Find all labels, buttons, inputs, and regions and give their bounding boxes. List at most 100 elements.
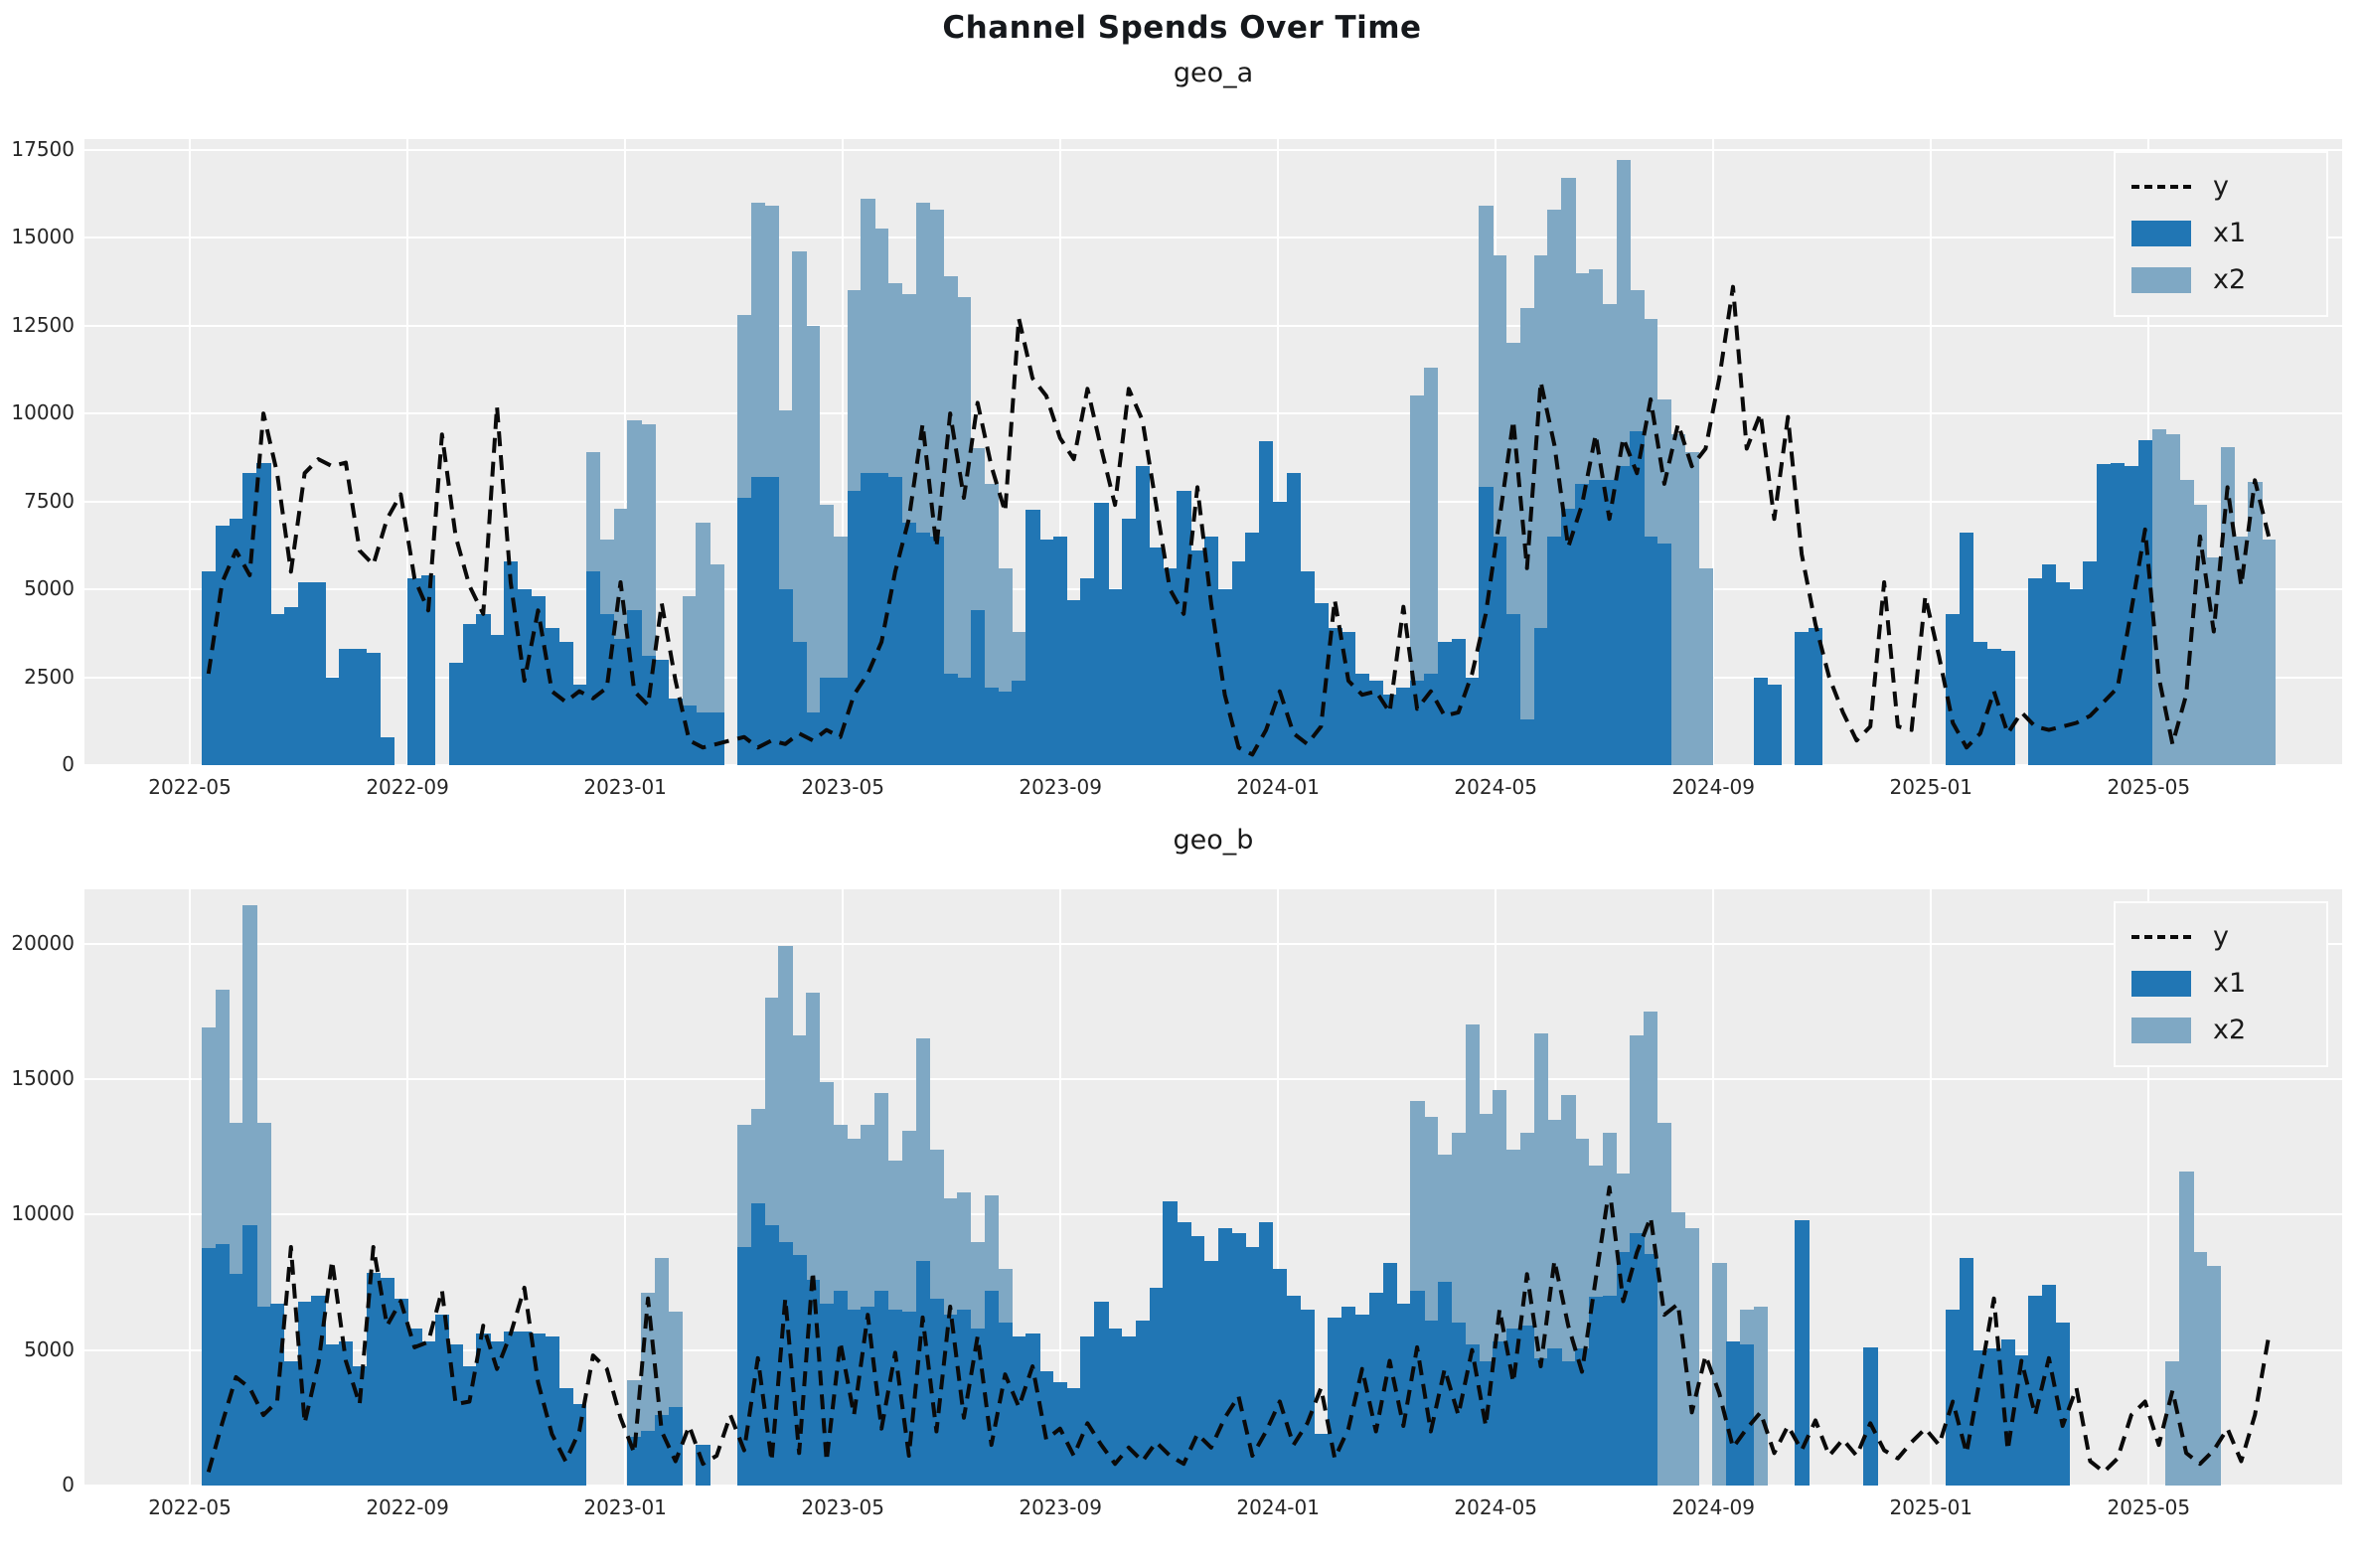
bar-x2 <box>943 276 958 765</box>
bar-x1 <box>1644 1253 1658 1486</box>
bar-x1 <box>407 1328 422 1486</box>
bar-x1 <box>1039 1371 1054 1486</box>
bar-x1 <box>1986 1348 2002 1486</box>
bar-x2 <box>2179 1171 2194 1486</box>
bar-x1 <box>256 1307 271 1486</box>
bar-x2 <box>1519 307 1535 765</box>
bar-x1 <box>2124 466 2139 765</box>
x-tick-label: 2023-09 <box>1019 1495 1102 1519</box>
legend-label-x2: x2 <box>2213 1015 2247 1045</box>
y-tick-label: 5000 <box>24 1336 75 1361</box>
bar-x1 <box>380 1278 394 1486</box>
bar-x2 <box>1698 567 1713 765</box>
color-swatch-x2 <box>2131 1017 2191 1043</box>
gridline-y <box>84 500 2342 503</box>
gridline-y <box>84 236 2342 239</box>
x-tick-label: 2022-05 <box>148 1495 232 1519</box>
bar-x2 <box>2151 429 2166 765</box>
y-series-line <box>206 284 2272 757</box>
gridline-x <box>1930 889 1933 1486</box>
bar-x2 <box>2179 480 2194 765</box>
bar-x1 <box>1547 1348 1562 1486</box>
bar-x1 <box>709 711 724 765</box>
bar-x1 <box>2028 1296 2043 1486</box>
y-series-polyline <box>206 284 2272 757</box>
bar-x1 <box>1341 1307 1356 1486</box>
bar-x1 <box>655 1415 670 1486</box>
bar-x1 <box>1410 1290 1425 1486</box>
bar-x2 <box>2262 540 2277 765</box>
bar-x1 <box>1863 1346 1878 1486</box>
bar-x1 <box>929 536 944 765</box>
bar-x2 <box>1684 452 1699 765</box>
bar-x1 <box>1052 536 1068 765</box>
bar-x1 <box>1479 487 1494 765</box>
bar-x1 <box>1424 1320 1439 1486</box>
bar-x1 <box>970 610 986 765</box>
bar-x1 <box>2097 464 2112 765</box>
gridline-x <box>189 889 192 1486</box>
bar-x1 <box>1616 1252 1631 1486</box>
legend-item-y: y <box>2131 913 2312 960</box>
bar-x1 <box>1121 519 1137 765</box>
bar-x1 <box>1328 627 1342 765</box>
bar-x1 <box>1354 1315 1370 1486</box>
x-tick-label: 2022-09 <box>366 775 449 799</box>
bar-x1 <box>366 652 382 765</box>
bar-x1 <box>1410 681 1425 765</box>
dashed-line-icon <box>2131 934 2191 939</box>
plot-area-geo-a: y x1 x2 <box>84 139 2342 766</box>
bar-x1 <box>558 1387 573 1486</box>
y-tick-label: 5000 <box>24 576 75 601</box>
gridline-x <box>624 889 627 1486</box>
gridline-x <box>1712 889 1715 1486</box>
bar-x1 <box>1300 1309 1315 1486</box>
bar-x1 <box>778 589 793 765</box>
bar-x1 <box>256 462 271 765</box>
bar-x2 <box>2206 1266 2222 1486</box>
bar-x1 <box>887 476 903 765</box>
bar-x2 <box>696 522 710 765</box>
bar-x1 <box>1039 540 1054 765</box>
bar-x1 <box>1960 1257 1974 1486</box>
bar-x1 <box>1368 1293 1384 1486</box>
bar-x1 <box>1739 1344 1755 1486</box>
legend-label-x1: x1 <box>2213 968 2247 999</box>
x-tick-label: 2025-05 <box>2107 1495 2191 1519</box>
bar-x1 <box>833 1290 849 1486</box>
bar-x1 <box>2111 462 2126 765</box>
bar-x1 <box>490 635 505 765</box>
bar-x1 <box>1972 1349 1988 1486</box>
bar-x1 <box>655 659 670 765</box>
bar-x1 <box>1231 560 1246 765</box>
x-tick-label: 2023-01 <box>583 1495 667 1519</box>
bar-x1 <box>242 473 257 765</box>
bar-x1 <box>1602 1296 1618 1486</box>
bar-x1 <box>1149 1287 1164 1486</box>
bar-x1 <box>1217 1227 1233 1486</box>
bar-x1 <box>394 1298 408 1486</box>
bar-x2 <box>2248 482 2263 765</box>
legend-label-y: y <box>2213 921 2229 952</box>
bar-x2 <box>806 325 821 765</box>
bar-x1 <box>750 1203 766 1486</box>
bar-x1 <box>1588 480 1604 765</box>
bar-x1 <box>1753 677 1769 765</box>
bar-x1 <box>325 1344 340 1486</box>
bar-x1 <box>572 684 587 765</box>
bar-x1 <box>1259 441 1274 765</box>
bar-x2 <box>2193 1252 2208 1486</box>
bar-x1 <box>1245 1247 1260 1486</box>
bar-x1 <box>1245 533 1260 765</box>
legend-item-x2: x2 <box>2131 1007 2312 1053</box>
bar-x2 <box>1670 434 1686 765</box>
dashed-line-icon <box>2131 184 2191 189</box>
x-tick-label: 2025-05 <box>2107 775 2191 799</box>
bar-x1 <box>229 519 243 765</box>
bar-x1 <box>270 613 285 765</box>
bar-x1 <box>1437 1282 1453 1486</box>
bar-x1 <box>984 688 1000 765</box>
legend-label-y: y <box>2213 171 2229 202</box>
gridline-x <box>1712 139 1715 765</box>
